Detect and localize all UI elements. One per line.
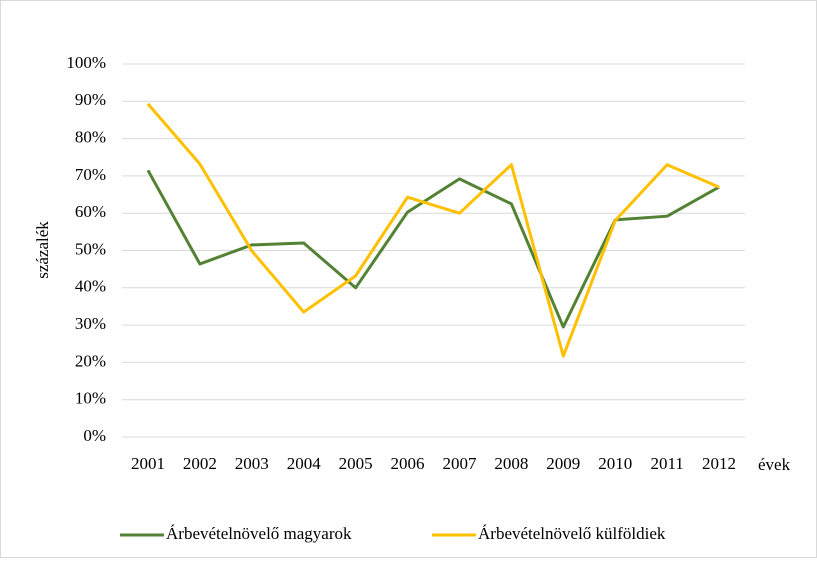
y-tick-label: 0% [83,426,106,445]
y-tick-label: 30% [75,314,106,333]
x-tick-label: 2011 [650,454,683,473]
x-tick-label: 2010 [598,454,632,473]
y-tick-label: 100% [66,53,106,72]
x-tick-label: 2004 [287,454,322,473]
y-tick-label: 90% [75,90,106,109]
x-tick-label: 2008 [494,454,528,473]
x-tick-label: 2006 [391,454,425,473]
x-tick-label: 2012 [702,454,736,473]
y-tick-label: 20% [75,351,106,370]
x-tick-label: 2005 [339,454,373,473]
x-axis-label: évek [758,455,791,474]
y-tick-label: 40% [75,277,106,296]
series-line [146,102,720,358]
legend-label: Árbevételnövelő külföldiek [478,524,666,543]
x-tick-label: 2009 [546,454,580,473]
y-tick-label: 70% [75,165,106,184]
y-tick-label: 60% [75,202,106,221]
y-axis-label: százalék [33,221,52,279]
x-tick-label: 2003 [235,454,269,473]
y-tick-label: 10% [75,389,106,408]
y-tick-label: 80% [75,128,106,147]
x-tick-label: 2007 [442,454,477,473]
x-tick-label: 2002 [183,454,217,473]
legend-label: Árbevételnövelő magyarok [166,524,352,543]
y-tick-label: 50% [75,239,106,258]
series-line [146,169,720,329]
x-tick-label: 2001 [131,454,165,473]
